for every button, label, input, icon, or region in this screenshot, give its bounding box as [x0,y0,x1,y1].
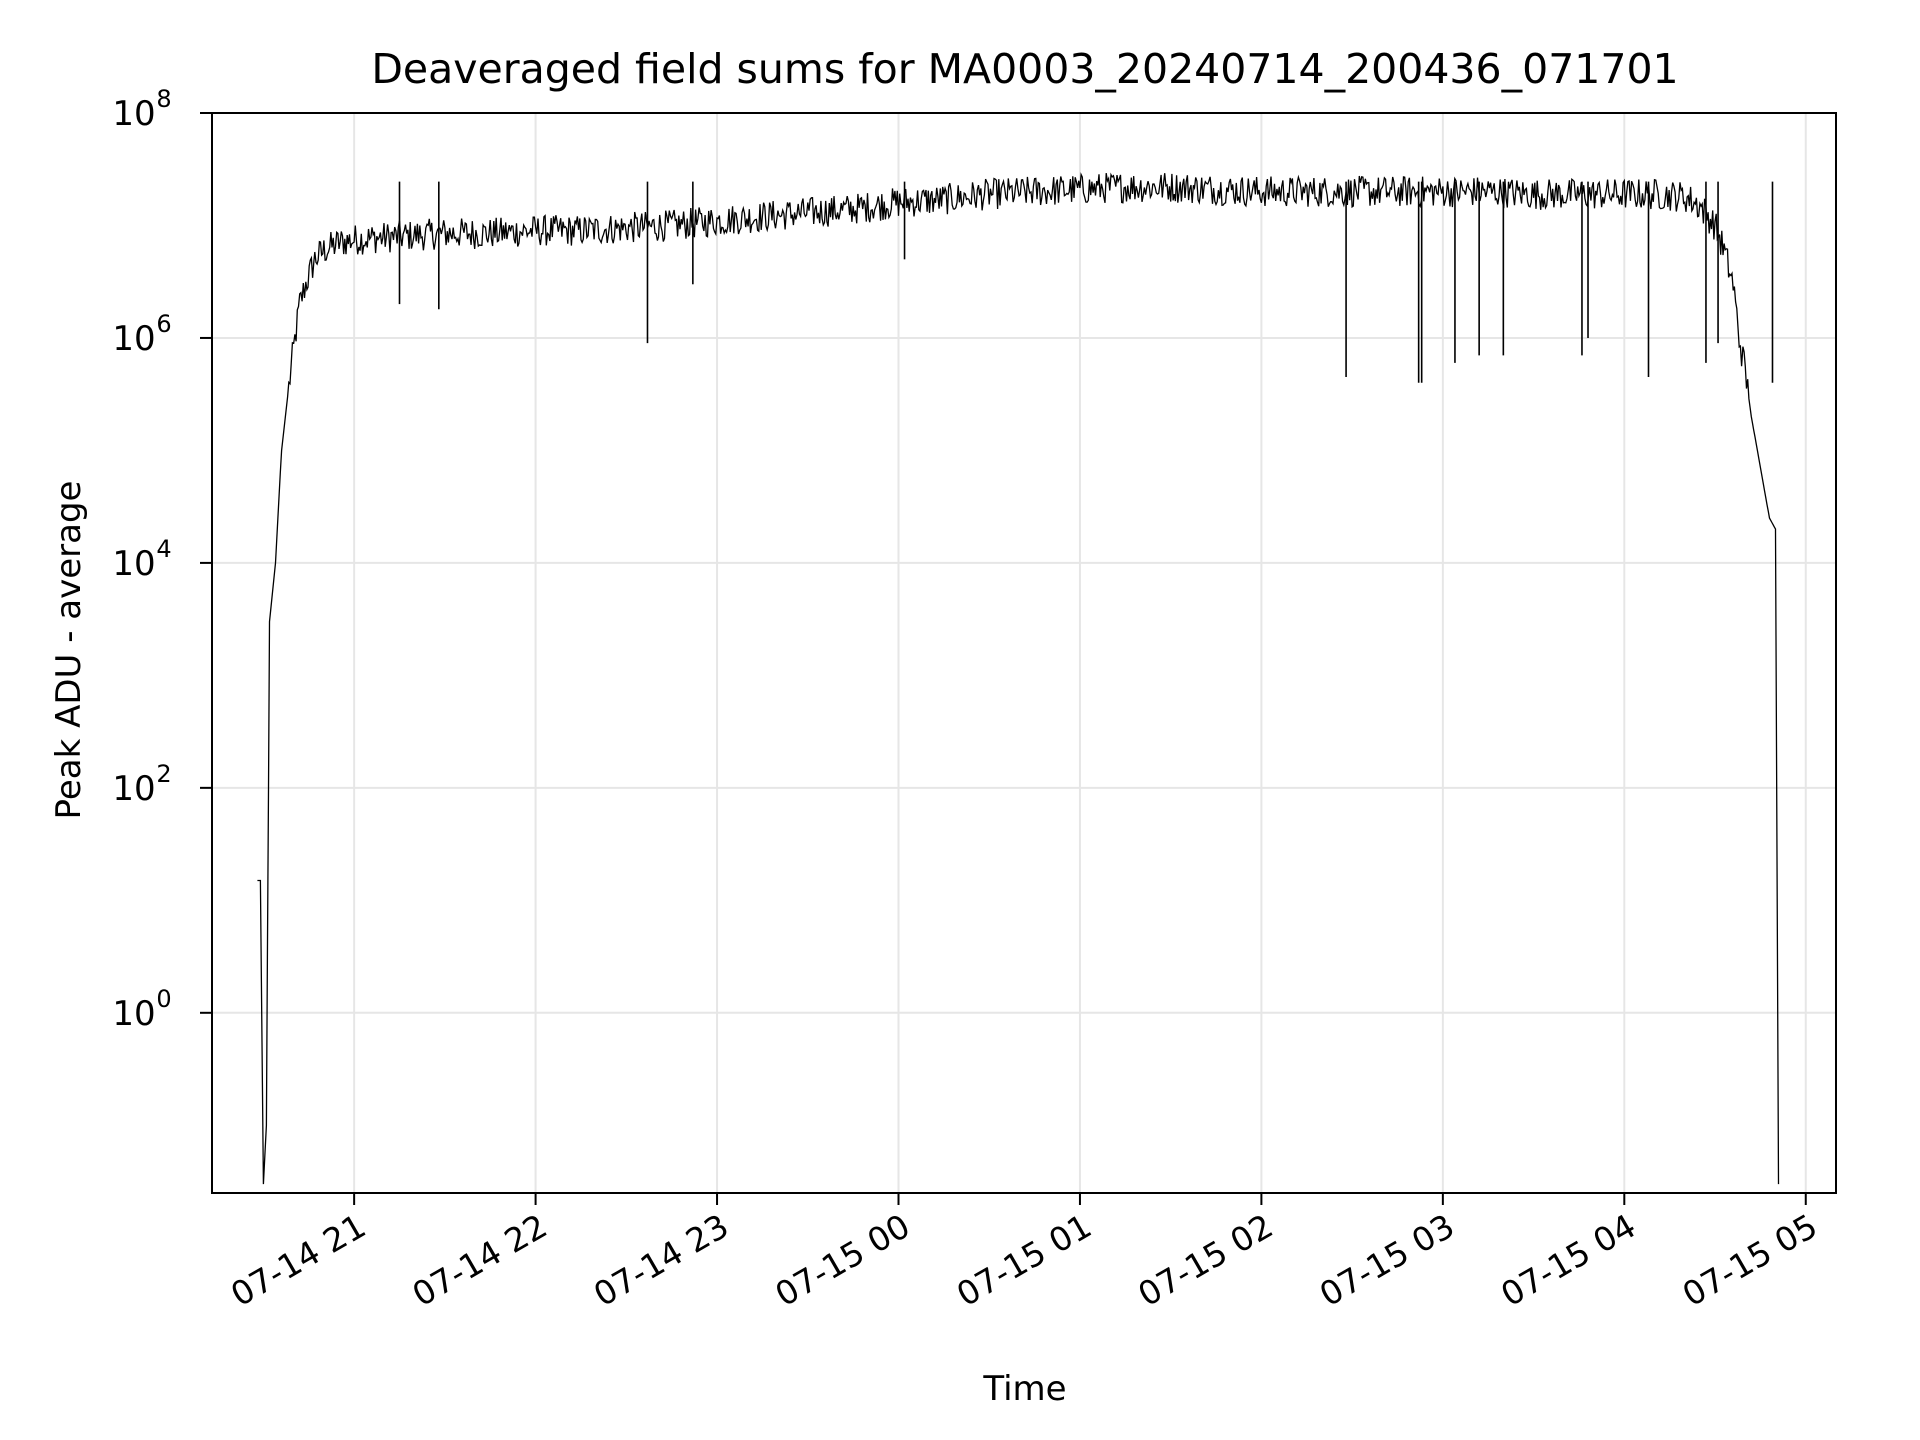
y-axis-label: Peak ADU - average [49,481,89,820]
y-tick-label-base: 10 [112,319,155,359]
plot-area [257,172,1780,1185]
y-tick-label-exponent: 0 [156,985,171,1013]
y-tick-label-base: 10 [112,94,155,134]
y-tick-label-base: 10 [112,769,155,809]
y-tick-label: 10 0 [112,985,171,1034]
y-tick-label: 10 6 [112,310,171,359]
series-line [257,172,1780,1185]
y-tick-label: 10 4 [112,535,171,584]
y-tick-label-base: 10 [112,994,155,1034]
y-tick-label-exponent: 8 [156,85,171,113]
plot-frame [211,112,1837,1194]
y-tick-label: 10 2 [112,760,171,809]
y-tick-label-exponent: 6 [156,310,171,338]
y-tick-label-base: 10 [112,544,155,584]
y-tick-label-exponent: 2 [156,760,171,788]
x-axis-label: Time [982,1369,1066,1409]
y-tick-label: 10 8 [112,85,171,134]
y-tick-label-exponent: 4 [156,535,171,563]
chart-title: Deaveraged field sums for MA0003_2024071… [371,45,1678,93]
